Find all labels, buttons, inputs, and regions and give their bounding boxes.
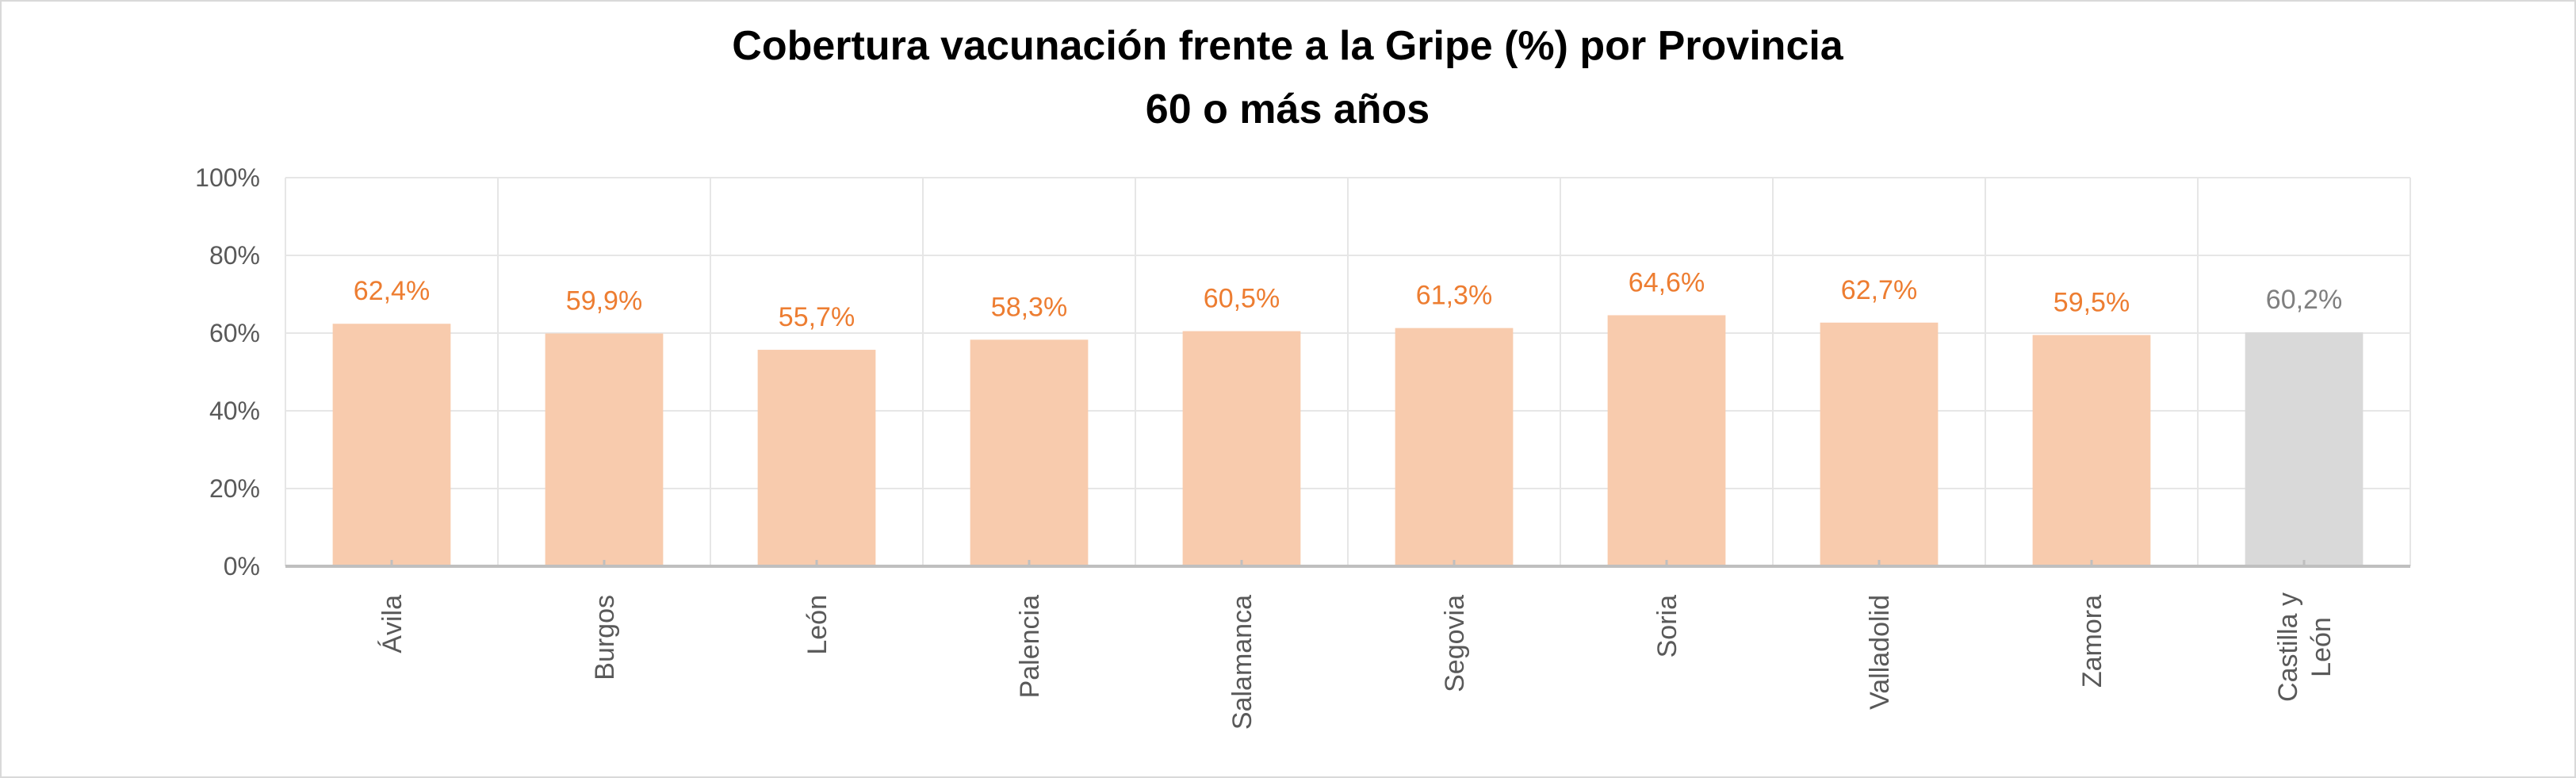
x-tick-label: Ávila bbox=[377, 595, 408, 653]
data-label: 58,3% bbox=[991, 292, 1067, 322]
data-label: 60,2% bbox=[2266, 285, 2342, 315]
bar bbox=[970, 339, 1089, 566]
x-tick-group: Soria bbox=[1652, 595, 1682, 657]
x-tick-label: Soria bbox=[1652, 595, 1682, 657]
x-tick-group: Segovia bbox=[1440, 595, 1470, 692]
bar bbox=[757, 350, 876, 566]
y-tick-label: 0% bbox=[224, 552, 260, 581]
data-label: 59,5% bbox=[2054, 287, 2130, 317]
chart-title: Cobertura vacunación frente a la Gripe (… bbox=[732, 23, 1844, 69]
x-tick-group: Valladolid bbox=[1865, 595, 1895, 710]
chart-subtitle: 60 o más años bbox=[1146, 86, 1430, 132]
y-tick-label: 100% bbox=[195, 163, 260, 192]
bar bbox=[545, 333, 664, 566]
x-tick-group: León bbox=[2306, 617, 2337, 677]
x-tick-label: León bbox=[2306, 617, 2337, 677]
x-tick-label: Valladolid bbox=[1865, 595, 1895, 710]
bar bbox=[1607, 315, 1726, 566]
x-tick-group: Palencia bbox=[1015, 595, 1045, 699]
data-labels: 62,4% 59,9% 55,7% 58,3% 60,5% 61,3% 64,6% 62,7%… bbox=[354, 267, 2342, 332]
x-axis bbox=[285, 560, 2410, 568]
data-label: 62,4% bbox=[354, 276, 430, 306]
y-tick-label: 20% bbox=[209, 474, 260, 503]
x-tick-group: Zamora bbox=[2077, 595, 2107, 688]
x-tick-group: Burgos bbox=[590, 595, 620, 680]
bar bbox=[332, 324, 451, 566]
x-tick-group: Salamanca bbox=[1227, 595, 1257, 730]
x-tick-label: Castilla y bbox=[2273, 592, 2303, 702]
x-tick-label: Burgos bbox=[590, 595, 620, 680]
bar bbox=[1182, 331, 1301, 566]
y-tick-label: 40% bbox=[209, 397, 260, 425]
x-tick-label: León bbox=[802, 595, 833, 655]
data-label: 64,6% bbox=[1629, 267, 1705, 297]
y-axis-ticks: 0% 20% 40% 60% 80% 100% bbox=[195, 163, 260, 581]
x-tick-label: Salamanca bbox=[1227, 595, 1257, 730]
x-tick-label: Palencia bbox=[1015, 595, 1045, 699]
data-label: 61,3% bbox=[1416, 281, 1492, 311]
y-tick-label: 80% bbox=[209, 241, 260, 270]
bar bbox=[2245, 332, 2364, 566]
bars bbox=[332, 315, 2364, 566]
data-label: 62,7% bbox=[1841, 275, 1917, 305]
x-axis-ticks: Ávila Burgos León Palencia Salamanca Segovia S… bbox=[377, 592, 2337, 730]
bar bbox=[1820, 322, 1939, 566]
x-tick-group: Ávila bbox=[377, 595, 408, 653]
data-label: 59,9% bbox=[566, 286, 642, 316]
bar bbox=[1395, 328, 1514, 566]
x-tick-group: Castilla y bbox=[2273, 592, 2303, 702]
data-label: 55,7% bbox=[779, 302, 855, 332]
data-label: 60,5% bbox=[1204, 284, 1280, 314]
bar bbox=[2032, 335, 2151, 566]
x-tick-label: Segovia bbox=[1440, 595, 1470, 692]
x-tick-group: León bbox=[802, 595, 833, 655]
y-tick-label: 60% bbox=[209, 319, 260, 347]
x-tick-label: Zamora bbox=[2077, 595, 2107, 688]
